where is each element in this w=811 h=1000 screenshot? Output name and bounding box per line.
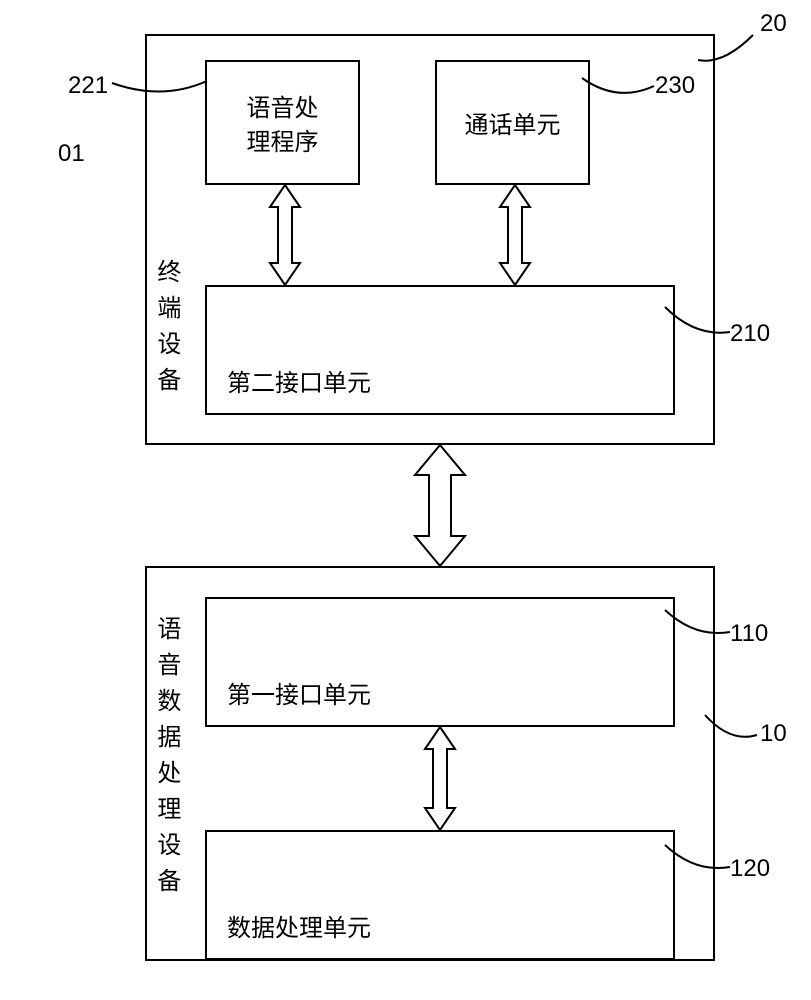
box-data-processing: 数据处理单元 (205, 830, 675, 960)
leader-230 (582, 68, 662, 113)
box-call-unit-label: 通话单元 (437, 109, 588, 143)
arrow-230-210 (490, 185, 540, 285)
leader-210 (665, 307, 740, 347)
box-voice-program-label: 语音处 理程序 (207, 92, 358, 159)
ref-221: 221 (68, 72, 108, 100)
box-call-unit: 通话单元 (435, 60, 590, 185)
arrow-top-bottom (400, 445, 480, 566)
box-second-interface: 第二接口单元 (205, 285, 675, 415)
terminal-device-label: 终端设备 (155, 255, 184, 399)
ref-01: 01 (58, 140, 85, 168)
box-data-processing-label: 数据处理单元 (227, 908, 371, 943)
voice-data-processing-device-label: 语音数据处理设备 (155, 612, 184, 900)
leader-221 (112, 73, 212, 113)
box-second-interface-label: 第二接口单元 (227, 363, 371, 398)
arrow-221-210 (260, 185, 310, 285)
leader-110 (665, 610, 740, 650)
leader-10 (705, 715, 765, 755)
leader-20 (698, 35, 758, 75)
box-first-interface-label: 第一接口单元 (227, 675, 371, 710)
arrow-110-120 (415, 727, 465, 830)
leader-120 (665, 845, 740, 885)
box-voice-program: 语音处 理程序 (205, 60, 360, 185)
box-first-interface: 第一接口单元 (205, 597, 675, 727)
ref-20: 20 (760, 10, 787, 38)
